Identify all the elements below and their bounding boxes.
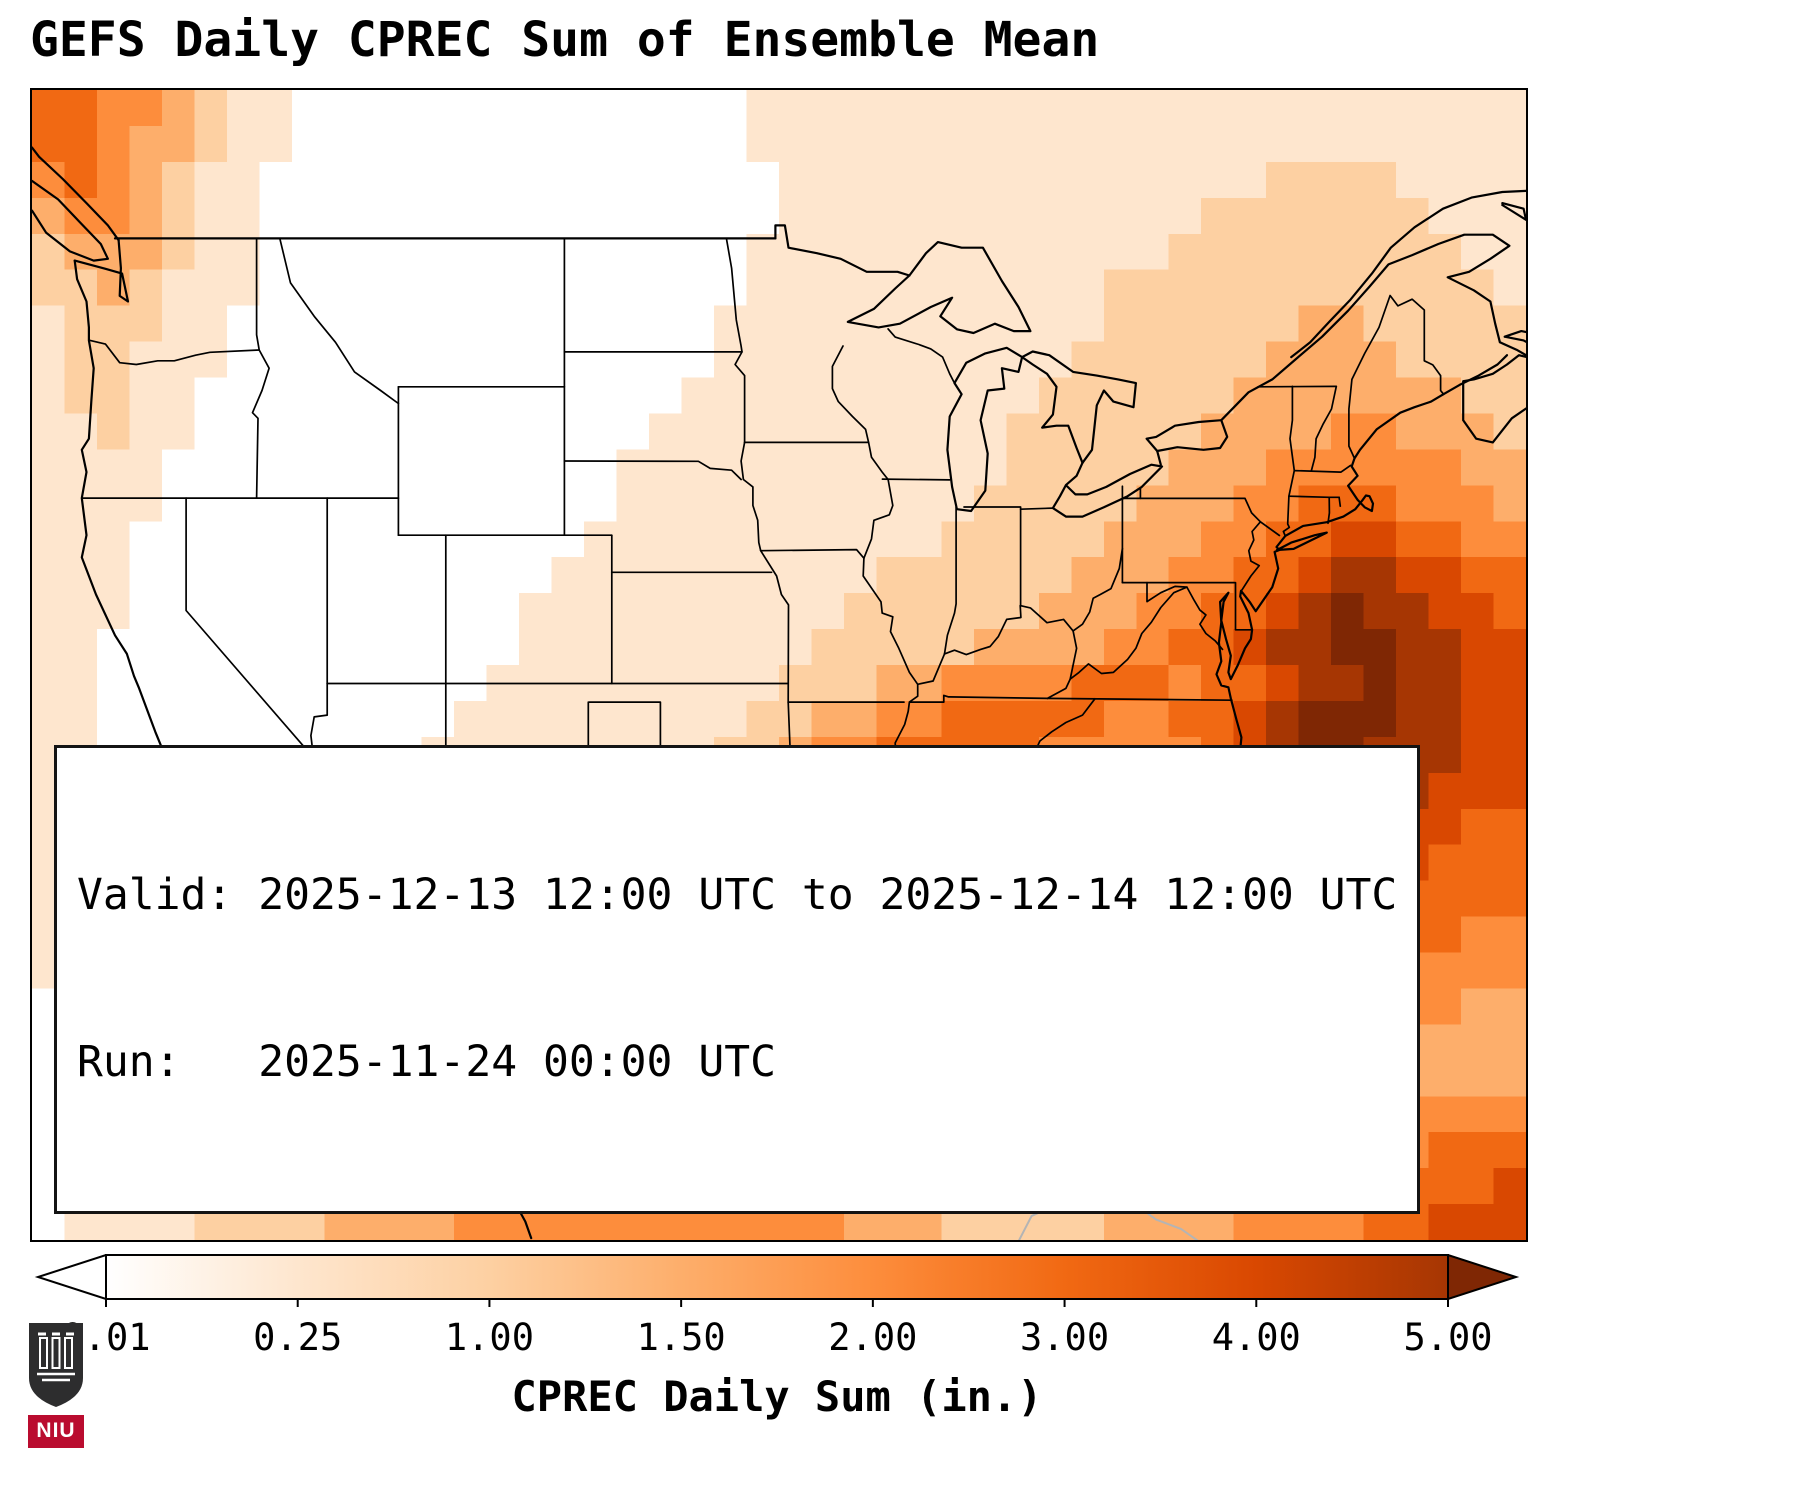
colorbar-tick-label: 5.00: [1403, 1316, 1493, 1359]
state-boundary-line: [908, 694, 1049, 703]
state-boundary-line: [89, 339, 261, 366]
state-boundary-line: [1031, 697, 1096, 759]
colorbar-gradient-bar: [105, 1254, 1449, 1300]
state-boundary-line: [1259, 520, 1281, 537]
state-boundary-line: [1288, 495, 1340, 499]
colorbar-tick-label: 3.00: [1020, 1316, 1110, 1359]
niu-logo-text: NIU: [28, 1415, 84, 1448]
colorbar-tick-label: 2.00: [828, 1316, 918, 1359]
state-boundary-line: [563, 460, 742, 481]
coastline-border: [1501, 201, 1526, 221]
coastline-border: [1145, 419, 1229, 453]
state-boundary-line: [759, 548, 865, 560]
niu-logo: NIU: [28, 1322, 84, 1448]
coastline-border: [1503, 330, 1526, 344]
state-boundary-line: [310, 682, 329, 759]
state-boundary-line: [1146, 581, 1224, 651]
colorbar-tick-label: 1.50: [636, 1316, 726, 1359]
valid-time-text: Valid: 2025-12-13 12:00 UTC to 2025-12-1…: [77, 869, 1398, 920]
state-boundary-line: [759, 549, 794, 810]
state-boundary-line: [725, 237, 746, 444]
coastline-border: [1020, 350, 1138, 464]
colorbar: [34, 1254, 1520, 1307]
page-title: GEFS Daily CPREC Sum of Ensemble Mean: [30, 12, 1100, 68]
colorbar-extend-min-arrow: [34, 1254, 107, 1301]
state-boundary-line: [881, 478, 951, 481]
colorbar-tick-label: 0.25: [253, 1316, 343, 1359]
colorbar-tick-label: 1.00: [444, 1316, 534, 1359]
coastline-border: [1156, 449, 1162, 466]
coastline-border: [1275, 531, 1328, 552]
state-boundary-line: [251, 349, 270, 499]
state-boundary-line: [255, 237, 261, 351]
coastline-border: [32, 146, 120, 242]
coastline-border: [1020, 356, 1084, 464]
state-boundary-line: [740, 441, 762, 552]
coastline-border: [846, 241, 1032, 335]
coastline-border: [1290, 189, 1526, 359]
coastline-border: [1051, 461, 1164, 518]
coastline-border: [73, 239, 130, 303]
validity-info-box: Valid: 2025-12-13 12:00 UTC to 2025-12-1…: [54, 744, 1421, 1214]
niu-shield-icon: [29, 1323, 83, 1407]
state-boundary-line: [943, 547, 1124, 656]
colorbar-tick-label: 4.00: [1211, 1316, 1301, 1359]
coastline-border: [32, 179, 110, 262]
state-boundary-line: [1046, 586, 1188, 700]
colorbar-extend-max-arrow: [1447, 1254, 1520, 1301]
state-boundary-line: [1348, 294, 1445, 460]
state-boundary-line: [943, 506, 957, 655]
map: Valid: 2025-12-13 12:00 UTC to 2025-12-1…: [30, 88, 1528, 1242]
state-boundary-line: [1139, 497, 1262, 592]
coastline-border: [946, 346, 1024, 513]
state-boundary-line: [1019, 507, 1054, 511]
state-boundary-line: [1234, 581, 1253, 631]
coastline-border: [1442, 354, 1509, 396]
state-boundary-line: [887, 328, 956, 384]
state-boundary-line: [1310, 385, 1338, 472]
state-boundary-line: [916, 653, 946, 686]
coastline-border: [1462, 354, 1526, 444]
colorbar-label: CPREC Daily Sum (in.): [511, 1372, 1043, 1421]
state-boundary-line: [185, 497, 315, 759]
run-time-text: Run: 2025-11-24 00:00 UTC: [77, 1037, 776, 1088]
coastline-border: [1220, 233, 1526, 422]
state-boundary-line: [278, 237, 400, 405]
state-boundary-line: [1293, 464, 1352, 473]
state-boundary-line: [1069, 630, 1078, 680]
state-boundary-line: [1327, 496, 1331, 525]
colorbar-tick-marks: [105, 1299, 1449, 1307]
state-boundary-line: [1338, 496, 1342, 508]
coastline-border: [774, 224, 911, 277]
state-boundary-line: [1282, 385, 1296, 537]
state-boundary-line: [1046, 697, 1233, 702]
state-boundary-line: [963, 506, 1022, 607]
